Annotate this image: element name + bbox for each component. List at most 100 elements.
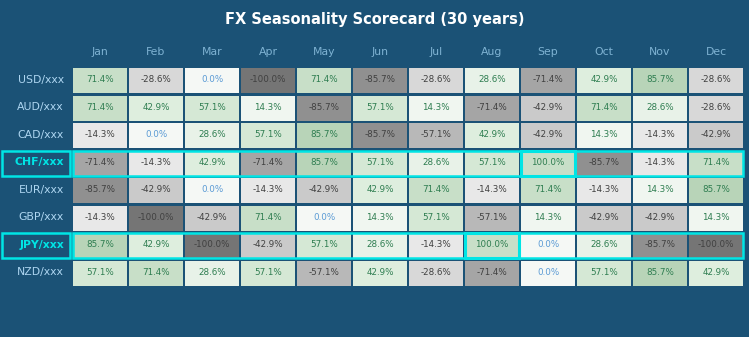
Text: -14.3%: -14.3% [85,130,115,139]
Text: -71.4%: -71.4% [533,75,563,84]
Bar [297,178,351,203]
Text: 85.7%: 85.7% [310,158,338,166]
Bar [354,96,407,121]
Bar [633,206,687,231]
Bar [465,68,519,93]
Bar [2,233,70,258]
Text: 42.9%: 42.9% [142,240,170,249]
Bar [241,96,295,121]
Bar [521,68,574,93]
Text: AUD/xxx: AUD/xxx [17,102,64,112]
Text: -42.9%: -42.9% [533,130,563,139]
Text: 71.4%: 71.4% [86,75,114,84]
Bar [409,233,463,258]
Bar [465,233,519,258]
Text: 0.0%: 0.0% [537,268,559,277]
Text: -28.6%: -28.6% [421,75,452,84]
Text: -14.3%: -14.3% [645,130,676,139]
Bar [241,261,295,286]
Text: 100.0%: 100.0% [476,240,509,249]
Text: Jun: Jun [372,47,389,57]
Text: 28.6%: 28.6% [198,268,225,277]
Text: Mar: Mar [201,47,222,57]
Bar [297,151,351,176]
Text: -14.3%: -14.3% [645,158,676,166]
Bar [129,261,183,286]
Bar [129,206,183,231]
Text: 71.4%: 71.4% [86,102,114,112]
Text: -14.3%: -14.3% [141,158,172,166]
Bar [409,68,463,93]
Bar [241,178,295,203]
Bar [577,68,631,93]
Bar [521,261,574,286]
Text: 28.6%: 28.6% [422,158,450,166]
Bar [185,151,239,176]
Bar [409,96,463,121]
Text: -14.3%: -14.3% [589,185,619,194]
Bar [73,233,127,258]
Text: -14.3%: -14.3% [421,240,452,249]
Bar [297,261,351,286]
Text: 71.4%: 71.4% [534,185,562,194]
Text: 0.0%: 0.0% [201,185,223,194]
Text: Jan: Jan [91,47,109,57]
Bar [354,68,407,93]
Text: Apr: Apr [258,47,277,57]
Text: -85.7%: -85.7% [365,130,395,139]
Bar [465,96,519,121]
Bar [689,123,743,148]
Bar [633,123,687,148]
Bar [73,151,743,176]
Bar [689,96,743,121]
Text: 85.7%: 85.7% [702,185,730,194]
Text: -28.6%: -28.6% [421,268,452,277]
Text: Aug: Aug [482,47,503,57]
Bar [241,233,295,258]
Text: -85.7%: -85.7% [589,158,619,166]
Bar [73,178,127,203]
Text: Sep: Sep [538,47,558,57]
Text: -42.9%: -42.9% [309,185,339,194]
Bar [465,233,519,258]
Text: -71.4%: -71.4% [476,102,507,112]
Text: -42.9%: -42.9% [141,185,172,194]
Bar [409,151,463,176]
Text: 0.0%: 0.0% [537,240,559,249]
Bar [354,123,407,148]
Bar [633,233,687,258]
Text: 71.4%: 71.4% [703,158,730,166]
Bar [633,178,687,203]
Text: 57.1%: 57.1% [366,102,394,112]
Text: 42.9%: 42.9% [198,158,225,166]
Bar [409,178,463,203]
Text: 71.4%: 71.4% [422,185,450,194]
Text: 0.0%: 0.0% [313,213,335,221]
Bar [633,261,687,286]
Bar [129,233,183,258]
Text: -28.6%: -28.6% [700,102,731,112]
Bar [577,96,631,121]
Bar [633,96,687,121]
Text: 100.0%: 100.0% [531,158,565,166]
Bar [73,151,127,176]
Text: 57.1%: 57.1% [310,240,338,249]
Text: -42.9%: -42.9% [533,102,563,112]
Bar [521,96,574,121]
Bar [354,233,407,258]
Bar [354,178,407,203]
Bar [689,68,743,93]
Bar [73,206,127,231]
Text: 14.3%: 14.3% [534,213,562,221]
Text: 57.1%: 57.1% [478,158,506,166]
Bar [465,178,519,203]
Bar [185,123,239,148]
Text: -42.9%: -42.9% [197,213,227,221]
Text: May: May [313,47,336,57]
Bar [297,233,351,258]
Text: -42.9%: -42.9% [252,240,283,249]
Bar [465,151,519,176]
Bar [409,206,463,231]
Text: -100.0%: -100.0% [249,75,286,84]
Bar [521,233,574,258]
